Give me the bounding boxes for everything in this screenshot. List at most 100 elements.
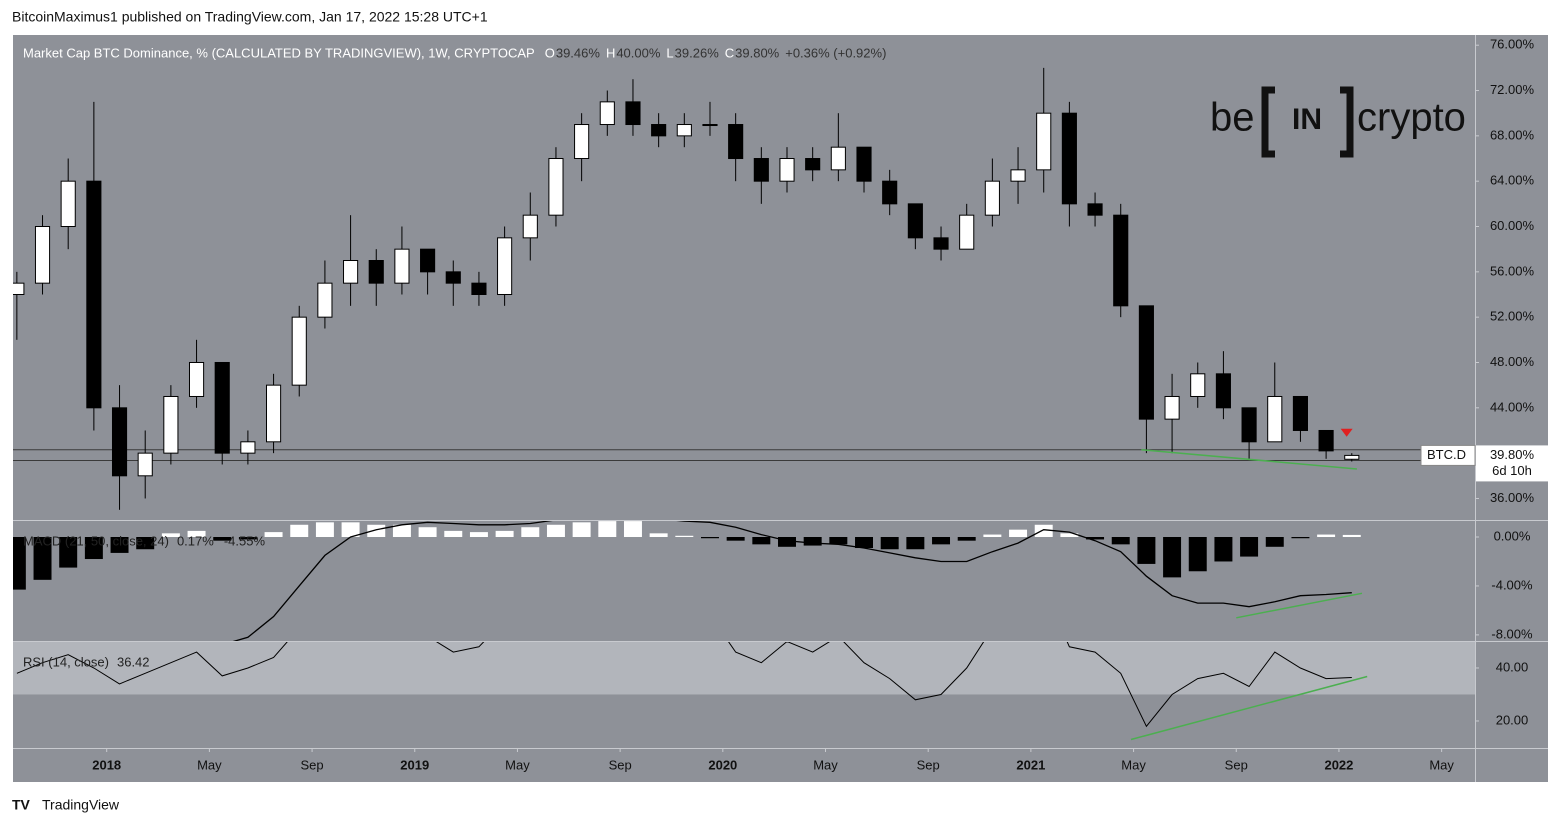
candle-body — [984, 180, 1000, 216]
y-tick-label: 40.00 — [1496, 659, 1529, 674]
footer-text: TradingView — [42, 797, 120, 813]
candle-body — [1036, 112, 1052, 171]
histogram-bar — [1240, 537, 1259, 557]
rsi-pane — [13, 642, 1475, 741]
x-tick-label: Sep — [1225, 757, 1248, 772]
histogram-bar — [1163, 537, 1182, 578]
histogram-bar — [1034, 524, 1053, 538]
candle-body — [368, 260, 384, 284]
histogram-bar — [110, 537, 129, 553]
histogram-bar — [546, 524, 565, 538]
y-tick-label: 48.00% — [1490, 354, 1535, 369]
y-tick-label: 36.00% — [1490, 490, 1535, 505]
countdown-label: 6d 10h — [1492, 463, 1532, 478]
candle-body — [933, 237, 949, 250]
histogram-bar — [1060, 533, 1079, 538]
logo-bracket — [1261, 86, 1354, 158]
marker-triangle — [1340, 428, 1353, 437]
histogram-bar — [1188, 537, 1207, 572]
candle-body — [753, 158, 769, 182]
candle-body — [240, 441, 256, 454]
x-tick-label: May — [1429, 757, 1454, 772]
candle-body — [1164, 395, 1180, 420]
histogram-bar — [932, 537, 951, 545]
histogram-bar — [1009, 529, 1028, 538]
candle-body — [1010, 169, 1026, 182]
histogram-bar — [161, 533, 180, 538]
histogram-bar — [598, 521, 617, 538]
histogram-bar — [84, 537, 103, 560]
candle-body — [1190, 373, 1206, 397]
histogram-bar — [315, 522, 334, 538]
histogram-bar — [572, 522, 591, 538]
candle-body — [830, 146, 846, 171]
candle-body — [291, 316, 307, 386]
trend-line — [1141, 448, 1357, 470]
histogram-bar — [1265, 537, 1284, 547]
y-tick-label: 20.00 — [1496, 712, 1529, 727]
candle-body — [625, 101, 641, 126]
histogram-bar — [13, 537, 26, 590]
candle-body — [856, 146, 872, 182]
rsi-line — [16, 642, 1352, 728]
x-tick-label: 2022 — [1324, 757, 1353, 772]
candle-body — [548, 158, 564, 216]
y-tick-label: 76.00% — [1490, 37, 1535, 52]
candle-body — [1061, 112, 1077, 205]
candle-body — [1267, 395, 1283, 443]
y-tick-label: 60.00% — [1490, 218, 1535, 233]
y-tick-label: 44.00% — [1490, 399, 1535, 414]
histogram-bar — [855, 537, 873, 549]
x-tick-label: Sep — [609, 757, 632, 772]
candle-body — [420, 248, 436, 273]
y-tick-label: -4.00% — [1491, 577, 1533, 592]
legend-title: RSI (14, close) — [23, 654, 109, 669]
candle-body — [651, 124, 667, 137]
histogram-bar — [59, 537, 78, 568]
logo-text: crypto — [1357, 96, 1466, 140]
candle-body — [805, 158, 821, 171]
histogram-bar — [752, 537, 771, 545]
candle-body — [343, 260, 359, 284]
candle-body — [471, 282, 487, 295]
footer-icon: TV — [12, 797, 31, 813]
candle-body — [86, 180, 102, 409]
candle-body — [111, 407, 128, 477]
x-tick-label: Sep — [917, 757, 940, 772]
candle-body — [522, 214, 538, 239]
histogram-bar — [778, 537, 796, 547]
histogram-bar — [238, 537, 257, 540]
histogram-bar — [495, 530, 514, 538]
candle-body — [1113, 214, 1129, 307]
candle-body — [574, 124, 590, 160]
histogram-bar — [187, 530, 206, 538]
y-tick-label: 72.00% — [1490, 82, 1535, 97]
x-tick-label: Sep — [301, 757, 324, 772]
histogram-bar — [136, 537, 155, 550]
histogram-bar — [1214, 537, 1233, 562]
histogram-bar — [521, 527, 540, 538]
candle-body — [163, 395, 179, 454]
candle-body — [702, 124, 718, 127]
x-tick-label: 2018 — [92, 757, 121, 772]
candle-body — [317, 282, 333, 318]
histogram-bar — [803, 537, 822, 546]
footer: TV TradingView — [12, 797, 120, 813]
histogram-bar — [213, 537, 232, 541]
y-tick-label: -8.00% — [1491, 626, 1533, 641]
x-tick-label: 2020 — [708, 757, 737, 772]
legend-value: O — [545, 45, 555, 60]
legend-value: 39.46% — [556, 45, 601, 60]
legend-value: 36.42 — [117, 654, 150, 669]
y-tick-label: 64.00% — [1490, 173, 1535, 188]
histogram-bar — [444, 530, 463, 538]
candle-body — [188, 361, 205, 397]
histogram-bar — [829, 537, 848, 545]
histogram-bar — [1342, 534, 1361, 538]
histogram-bar — [957, 537, 976, 541]
y-tick-label: 0.00% — [1494, 528, 1531, 543]
trend-line — [1236, 592, 1363, 619]
macd-pane — [13, 521, 1363, 641]
